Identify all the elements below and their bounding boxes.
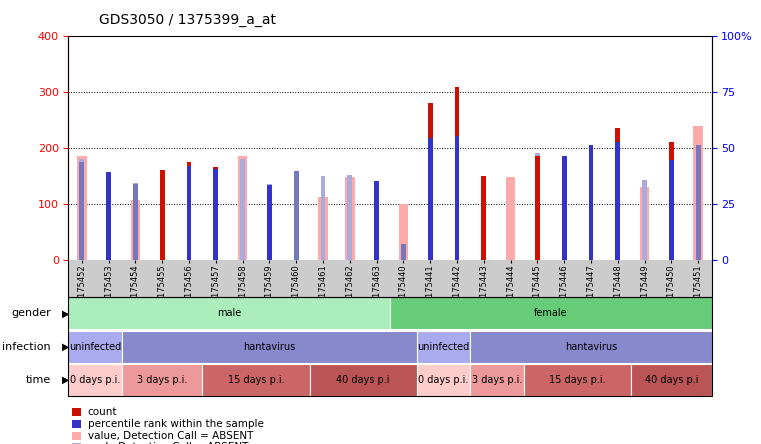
Bar [77,156,87,260]
Bar [267,185,272,260]
Bar [616,142,620,260]
Bar [562,162,567,260]
Bar [374,181,379,260]
Bar [399,204,408,260]
Text: uninfected: uninfected [418,342,470,352]
Bar [294,187,298,260]
Text: count: count [88,408,117,417]
Bar [616,142,620,260]
Text: percentile rank within the sample: percentile rank within the sample [88,419,263,429]
Bar [669,142,673,260]
Text: 15 days p.i.: 15 days p.i. [228,375,285,385]
Text: 40 days p.i: 40 days p.i [645,375,698,385]
Bar [79,159,84,260]
Bar [506,177,515,260]
Text: uninfected: uninfected [69,342,122,352]
Bar [294,171,298,260]
Bar [374,181,379,260]
Text: 0 days p.i.: 0 days p.i. [70,375,120,385]
Bar [213,167,218,260]
Bar [238,156,247,260]
Bar [669,160,673,260]
Bar [213,167,218,260]
Bar [348,174,352,260]
Text: ▶: ▶ [62,309,69,318]
Bar [131,200,140,260]
Bar [696,145,701,260]
Bar [693,127,703,260]
Bar [428,138,432,260]
Text: ▶: ▶ [62,342,69,352]
Text: hantavirus: hantavirus [244,342,295,352]
Bar [562,156,567,260]
Bar [186,166,192,260]
Bar [318,197,328,260]
Bar [107,172,111,260]
Bar [428,139,432,260]
Bar [588,145,594,260]
Text: 40 days p.i: 40 days p.i [336,375,390,385]
Text: gender: gender [11,309,51,318]
Bar [240,159,245,260]
Bar [535,153,540,260]
Bar [616,128,620,260]
Bar [428,103,432,260]
Bar [535,156,540,260]
Bar [267,184,272,260]
Bar [482,176,486,260]
Bar [454,87,460,260]
Bar [696,145,701,260]
Text: female: female [534,309,568,318]
Text: value, Detection Call = ABSENT: value, Detection Call = ABSENT [88,431,253,440]
Bar [107,187,111,260]
Text: time: time [26,375,51,385]
Bar [160,170,164,260]
Text: 3 days p.i.: 3 days p.i. [137,375,187,385]
Text: ▶: ▶ [62,375,69,385]
Bar [640,187,649,260]
Bar [320,176,326,260]
Text: infection: infection [2,342,51,352]
Bar [669,160,673,260]
Bar [401,244,406,260]
Text: 3 days p.i.: 3 days p.i. [472,375,522,385]
Bar [588,145,594,260]
Bar [642,180,647,260]
Bar [107,173,111,260]
Text: rank, Detection Call = ABSENT: rank, Detection Call = ABSENT [88,442,248,444]
Bar [454,136,460,260]
Text: 15 days p.i.: 15 days p.i. [549,375,606,385]
Text: 0 days p.i.: 0 days p.i. [419,375,469,385]
Bar [345,177,355,260]
Bar [133,183,138,260]
Bar [186,162,192,260]
Text: hantavirus: hantavirus [565,342,617,352]
Bar [267,206,272,260]
Bar [588,145,594,260]
Bar [401,244,406,260]
Bar [454,136,460,260]
Bar [562,156,567,260]
Text: GDS3050 / 1375399_a_at: GDS3050 / 1375399_a_at [99,12,276,27]
Bar [213,169,218,260]
Bar [133,184,138,260]
Bar [79,162,84,260]
Text: male: male [217,309,241,318]
Bar [186,164,192,260]
Bar [294,171,298,260]
Bar [374,200,379,260]
